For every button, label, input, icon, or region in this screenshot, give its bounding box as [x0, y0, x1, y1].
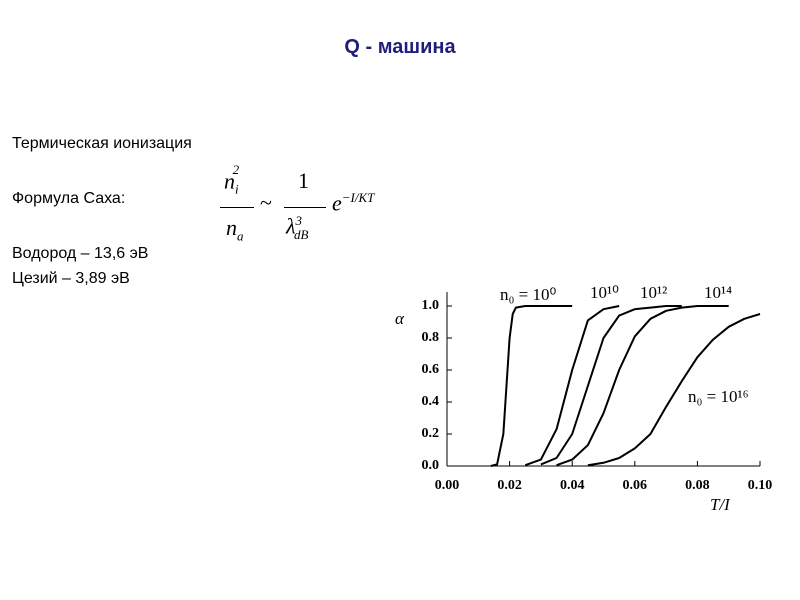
y-tick-label: 0.2 — [422, 426, 440, 441]
formula-part: 3 — [295, 213, 303, 228]
formula-part: a — [237, 228, 244, 244]
x-tick-label: 0.00 — [435, 478, 460, 493]
formula-part: n — [224, 168, 235, 194]
y-tick-label: 0.8 — [422, 330, 440, 345]
formula-part: 1 — [298, 168, 309, 193]
y-axis-label: α — [395, 309, 405, 328]
fraction-bar — [220, 207, 254, 208]
formula-part: ni 2 — [224, 162, 245, 198]
fraction-bar — [284, 207, 326, 208]
formula-part: λ3dB — [286, 213, 316, 243]
series-line — [540, 305, 682, 466]
curve-label: 10¹⁰ — [590, 283, 619, 302]
formula-part: 2 — [232, 162, 240, 177]
series-line — [587, 313, 761, 467]
x-tick-label: 0.04 — [560, 478, 585, 493]
slide-title: Q - машина — [344, 36, 456, 58]
y-tick-label: 0.0 — [422, 458, 440, 473]
formula-part: ~ — [260, 190, 272, 215]
formula-part: λ — [286, 213, 296, 239]
curve-label: 10¹⁴ — [704, 283, 732, 302]
text-line: Водород – 13,6 эВ — [12, 245, 149, 262]
formula-part: e−I/KT — [332, 190, 374, 216]
formula-part: n — [226, 215, 237, 240]
curve-label: n₀ = 10¹⁶ — [688, 387, 749, 406]
formula-part: dB — [294, 226, 309, 242]
series-line — [524, 305, 620, 467]
text-line: Формула Саха: — [12, 190, 126, 207]
curve-label: 10¹² — [640, 283, 667, 302]
series-line — [556, 305, 729, 467]
formula-part: na — [226, 215, 244, 244]
y-tick-label: 0.6 — [422, 362, 440, 377]
text-line: Термическая ионизация — [12, 135, 192, 152]
formula-part: i — [235, 181, 239, 197]
y-tick-label: 1.0 — [422, 298, 440, 313]
x-tick-label: 0.02 — [497, 478, 522, 493]
x-tick-label: 0.10 — [748, 478, 773, 493]
x-tick-label: 0.06 — [623, 478, 648, 493]
series-line — [490, 305, 573, 467]
formula-part: −I/KT — [341, 190, 375, 205]
y-tick-label: 0.4 — [422, 394, 440, 409]
text-line: Цезий – 3,89 эВ — [12, 270, 130, 287]
formula-part: e — [332, 190, 342, 216]
x-tick-label: 0.08 — [685, 478, 710, 493]
x-axis-label: T/I — [710, 495, 731, 514]
curve-label: n₀ = 10⁰ — [500, 285, 557, 304]
